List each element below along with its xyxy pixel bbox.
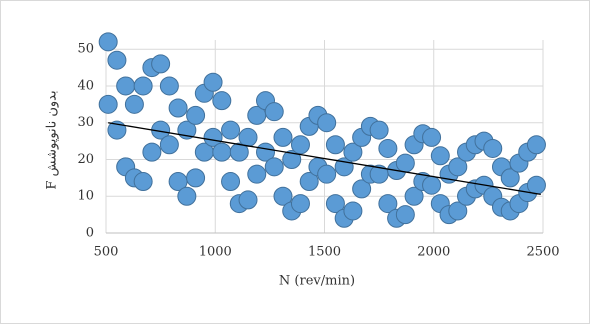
point [448,157,468,177]
x-tick-label: 2500 [526,245,559,260]
x-tick-label: 2000 [417,245,450,260]
point [133,172,153,192]
point [212,91,232,111]
point [422,127,442,147]
point [151,54,171,74]
point [98,94,118,114]
y-axis-label: F بدون نانوپوشش [45,90,60,189]
y-tick-label: 50 [77,42,94,57]
point [133,76,153,96]
point [404,186,424,206]
point [229,142,249,162]
point [186,168,206,188]
point [369,120,389,140]
point [142,142,162,162]
point [343,201,363,221]
point [98,32,118,52]
point [221,120,241,140]
point [325,194,345,214]
x-tick-label: 1000 [199,245,232,260]
trendline [108,122,541,196]
point [343,142,363,162]
point [526,135,546,155]
point [168,98,188,118]
point [282,149,302,169]
point [422,175,442,195]
point [448,201,468,221]
point [159,135,179,155]
point [273,127,293,147]
y-tick-label: 0 [86,226,94,241]
point [116,76,136,96]
point [430,146,450,166]
point [247,164,267,184]
point [186,105,206,125]
point [317,164,337,184]
point [221,172,241,192]
point [290,194,310,214]
x-tick-label: 1500 [308,245,341,260]
point [107,50,127,70]
point [378,138,398,158]
point [238,190,258,210]
point [238,127,258,147]
point [317,113,337,133]
x-axis-label: N (rev/min) [279,274,355,289]
point [203,72,223,92]
point [395,205,415,225]
point [124,94,144,114]
y-tick-label: 10 [77,189,94,204]
y-tick-label: 20 [77,152,94,167]
point [352,179,372,199]
point [500,168,520,188]
point [177,186,197,206]
point [395,153,415,173]
point [159,76,179,96]
y-tick-label: 40 [77,78,94,93]
y-tick-label: 30 [77,115,94,130]
point [212,142,232,162]
x-tick-label: 500 [94,245,119,260]
point [203,127,223,147]
point [325,135,345,155]
point [526,175,546,195]
point [378,194,398,214]
point [264,102,284,122]
point [299,172,319,192]
point [290,135,310,155]
point [264,157,284,177]
point [273,186,293,206]
point [483,138,503,158]
